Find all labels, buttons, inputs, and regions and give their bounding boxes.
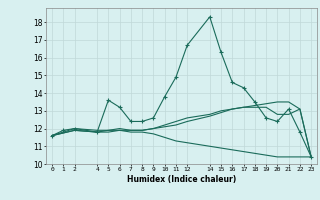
X-axis label: Humidex (Indice chaleur): Humidex (Indice chaleur): [127, 175, 236, 184]
